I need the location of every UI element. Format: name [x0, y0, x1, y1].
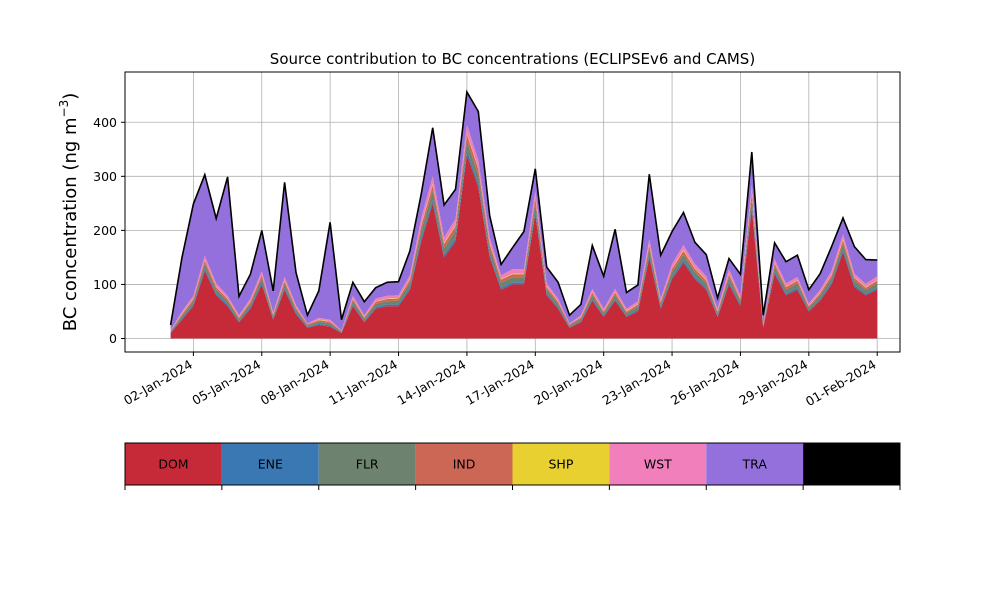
- legend-swatch-ene: [221, 443, 319, 485]
- area-tra: [170, 92, 878, 331]
- legend-swatch-tra: [706, 443, 804, 485]
- legend: DOM ENE FLR IND SHP WST TRA BB: [124, 442, 901, 490]
- legend-label-shp: SHP: [549, 457, 574, 472]
- y-tick-label: 300: [93, 169, 117, 184]
- y-tick-label: 400: [93, 115, 117, 130]
- x-tick-label: 26-Jan-2024: [668, 357, 742, 408]
- y-axis-label-exponent: −3: [57, 100, 71, 118]
- x-tick-label: 14-Jan-2024: [394, 357, 468, 408]
- legend-label-bb: BB: [843, 457, 860, 472]
- x-tick-label: 05-Jan-2024: [189, 357, 263, 408]
- y-axis: 0 100 200 300 400: [93, 115, 125, 346]
- legend-label-tra: TRA: [742, 457, 768, 472]
- legend-swatch-ind: [415, 443, 513, 485]
- stacked-areas: [170, 92, 878, 339]
- x-axis: 02-Jan-202405-Jan-202408-Jan-202411-Jan-…: [121, 352, 879, 409]
- y-axis-label: BC concentration (ng m−3): [57, 93, 81, 332]
- chart-title: Source contribution to BC concentrations…: [270, 50, 755, 68]
- legend-swatch-shp: [512, 443, 610, 485]
- y-axis-label-text: BC concentration (ng m: [60, 117, 81, 331]
- x-tick-label: 02-Jan-2024: [121, 357, 195, 408]
- legend-label-dom: DOM: [158, 457, 188, 472]
- legend-frame: [124, 442, 901, 486]
- legend-swatch-bb: [803, 443, 900, 485]
- legend-swatch-dom: [125, 443, 222, 485]
- x-tick-label: 20-Jan-2024: [531, 357, 605, 408]
- x-tick-label: 17-Jan-2024: [463, 357, 537, 408]
- total-concentration-line: [169, 89, 878, 326]
- legend-swatch-wst: [609, 443, 707, 485]
- y-axis-label-close: ): [60, 93, 81, 100]
- x-tick-label: 29-Jan-2024: [736, 357, 810, 408]
- x-tick-label: 23-Jan-2024: [600, 357, 674, 408]
- x-tick-label: 01-Feb-2024: [803, 357, 879, 409]
- y-tick-label: 100: [93, 277, 117, 292]
- area-dom: [170, 154, 878, 339]
- legend-label-ene: ENE: [258, 457, 283, 472]
- x-tick-label: 08-Jan-2024: [258, 357, 332, 408]
- y-tick-label: 0: [109, 331, 117, 346]
- legend-label-wst: WST: [644, 457, 672, 472]
- plot-frame: [124, 71, 901, 353]
- legend-label-flr: FLR: [356, 457, 379, 472]
- x-tick-label: 11-Jan-2024: [326, 357, 400, 408]
- legend-swatch-flr: [318, 443, 416, 485]
- y-tick-label: 200: [93, 223, 117, 238]
- legend-label-ind: IND: [453, 457, 476, 472]
